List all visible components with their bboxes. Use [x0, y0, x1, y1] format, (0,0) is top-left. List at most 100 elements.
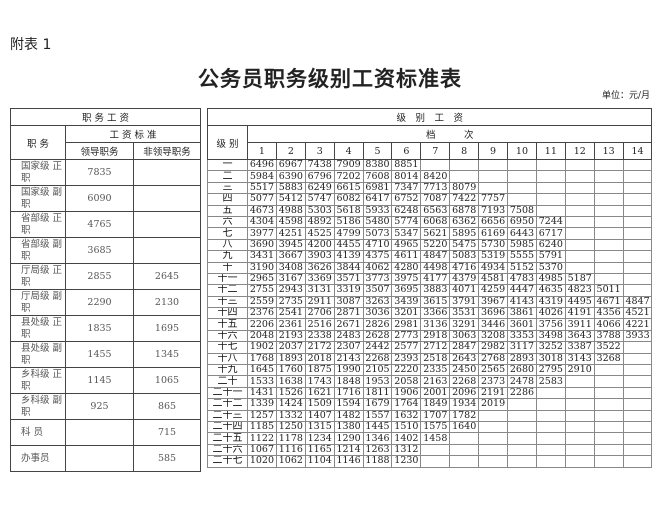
salary-cell: 2338: [304, 329, 335, 343]
salary-cell: [535, 204, 566, 217]
position-row: 省部级 正 职 4765: [10, 211, 202, 238]
salary-cell: 2795: [535, 364, 566, 377]
salary-cell: 4635: [535, 284, 566, 297]
salary-cell: [507, 455, 537, 468]
salary-cell: 5791: [535, 250, 566, 263]
salary-cell: 1764: [391, 398, 422, 411]
salary-cell: 4598: [275, 215, 306, 229]
salary-cell: 1760: [275, 364, 306, 377]
salary-cell: 3387: [564, 341, 595, 354]
grade-row: 二十二 1339 1424 1509 1594 1679 1764 1849 1934 2019: [207, 398, 653, 411]
position-name: 县处级 副 职: [10, 341, 66, 368]
non-leading-salary: [132, 185, 202, 212]
salary-cell: 5984: [247, 170, 277, 183]
salary-cell: 1431: [247, 386, 277, 400]
position-row: 乡科级 正 职 1145 1065: [10, 367, 202, 394]
position-name: 国家级 副 职: [10, 185, 66, 212]
salary-cell: 5152: [507, 261, 537, 274]
salary-cell: [564, 181, 595, 195]
grade-row: 十四 2376 2541 2706 2871 3036 3201 3366 3531 3696 38…: [207, 307, 653, 320]
salary-cell: [478, 409, 509, 423]
salary-cell: 3933: [622, 329, 653, 343]
salary-cell: [507, 181, 537, 195]
salary-cell: 5073: [362, 227, 393, 240]
salary-cell: 5370: [535, 261, 566, 274]
grade-label: 六: [207, 215, 248, 229]
salary-cell: 5895: [449, 227, 480, 240]
salary-cell: 1743: [304, 375, 335, 388]
salary-cell: 2559: [247, 295, 277, 309]
salary-cell: [564, 432, 595, 445]
salary-cell: 7909: [333, 158, 364, 172]
salary-cell: 5186: [333, 215, 364, 229]
step-header: 13: [593, 142, 624, 160]
salary-cell: 3131: [304, 284, 335, 297]
salary-cell: 7438: [304, 158, 335, 172]
salary-cell: 4280: [391, 261, 422, 274]
salary-cell: 1458: [420, 432, 451, 445]
salary-cell: [449, 158, 480, 172]
salary-cell: 3036: [362, 307, 393, 320]
salary-cell: 7422: [449, 193, 480, 206]
grade-label: 三: [207, 181, 248, 195]
salary-cell: 7608: [362, 170, 393, 183]
salary-cell: 3861: [507, 307, 537, 320]
non-leading-column-header: 非领导职务: [132, 142, 202, 160]
salary-cell: [564, 215, 595, 229]
salary-cell: 3695: [391, 284, 422, 297]
salary-cell: [535, 455, 566, 468]
salary-cell: [622, 158, 653, 172]
salary-cell: 1621: [304, 386, 335, 400]
salary-cell: [622, 341, 653, 354]
salary-cell: 3136: [420, 318, 451, 331]
salary-cell: 1315: [304, 420, 335, 434]
position-salary-table: 职 务 工 资 职 务 工 资 标 准 领导职务 非领导职务 国家级 正 职 78…: [9, 108, 202, 472]
salary-cell: 6563: [420, 204, 451, 217]
salary-cell: 1312: [391, 443, 422, 457]
salary-cell: 4191: [564, 307, 595, 320]
salary-cell: [622, 215, 653, 229]
salary-cell: 4710: [362, 238, 393, 252]
salary-cell: 3087: [333, 295, 364, 309]
grade-label: 十一: [207, 272, 248, 286]
salary-cell: [622, 204, 653, 217]
salary-cell: 4143: [507, 295, 537, 309]
salary-cell: 1902: [247, 341, 277, 354]
salary-cell: [622, 443, 653, 457]
leading-salary: 4765: [65, 211, 134, 238]
salary-cell: 6717: [535, 227, 566, 240]
salary-cell: 2712: [420, 341, 451, 354]
salary-cell: [478, 170, 509, 183]
salary-cell: [622, 420, 653, 434]
salary-cell: [535, 420, 566, 434]
salary-cell: [593, 227, 624, 240]
salary-cell: 2981: [391, 318, 422, 331]
grade-row: 八 3690 3945 4200 4455 4710 4965 5220 5475 5730 598…: [207, 238, 653, 252]
grade-row: 十五 2206 2361 2516 2671 2826 2981 3136 3291 3446 36…: [207, 318, 653, 331]
position-row: 厅局级 正 职 2855 2645: [10, 263, 202, 290]
salary-cell: 2268: [449, 375, 480, 388]
salary-cell: 2911: [304, 295, 335, 309]
salary-cell: [564, 261, 595, 274]
grade-row: 二十一 1431 1526 1621 1716 1811 1906 2001 2096 2191 2…: [207, 386, 653, 400]
salary-cell: [420, 443, 451, 457]
salary-cell: 4783: [507, 272, 537, 286]
salary-cell: 7193: [478, 204, 509, 217]
salary-cell: 2058: [391, 375, 422, 388]
salary-cell: 1020: [247, 455, 277, 468]
salary-cell: 2628: [362, 329, 393, 343]
salary-cell: 4071: [449, 284, 480, 297]
salary-cell: 1679: [362, 398, 393, 411]
salary-cell: 8420: [420, 170, 451, 183]
salary-cell: 3531: [449, 307, 480, 320]
salary-cell: 3883: [420, 284, 451, 297]
grade-label: 四: [207, 193, 248, 206]
salary-cell: [622, 261, 653, 274]
salary-cell: 2268: [362, 352, 393, 366]
grade-row: 五 4673 4988 5303 5618 5933 6248 6563 6878 7193 750…: [207, 204, 653, 217]
grade-label: 七: [207, 227, 248, 240]
salary-cell: 4525: [304, 227, 335, 240]
salary-cell: [478, 432, 509, 445]
salary-cell: 1906: [391, 386, 422, 400]
non-leading-salary: 585: [132, 445, 202, 472]
